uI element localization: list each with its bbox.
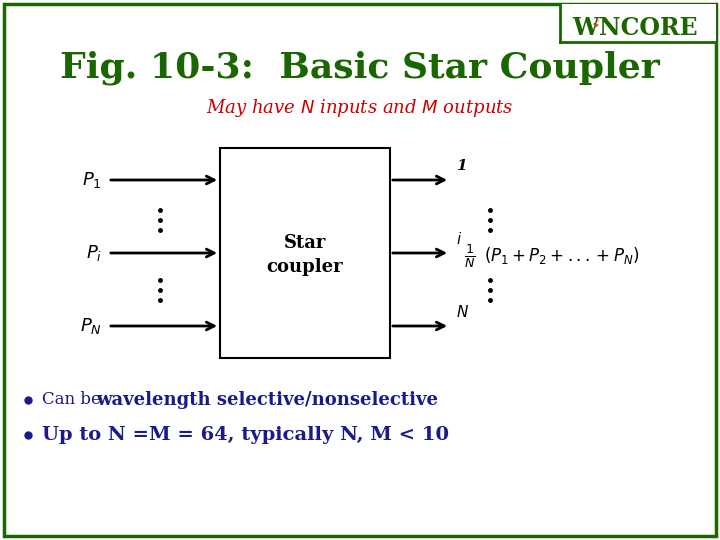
- Text: wavelength selective/nonselective: wavelength selective/nonselective: [96, 391, 438, 409]
- Text: $\frac{1}{N}$: $\frac{1}{N}$: [464, 242, 475, 270]
- Bar: [220, 148, 390, 358]
- Bar: [560, 4, 716, 42]
- Text: Up to N =M = 64, typically N, M < 10: Up to N =M = 64, typically N, M < 10: [42, 426, 449, 444]
- Text: $P_N$: $P_N$: [80, 316, 102, 336]
- Text: $P_i$: $P_i$: [86, 243, 102, 263]
- Text: ⚡: ⚡: [591, 19, 600, 33]
- Text: Star: Star: [284, 234, 326, 252]
- Text: W: W: [572, 16, 598, 40]
- Text: $i$: $i$: [456, 231, 462, 247]
- Text: $(P_1+P_2+...+P_N)$: $(P_1+P_2+...+P_N)$: [484, 246, 639, 267]
- Text: $P_1$: $P_1$: [82, 170, 102, 190]
- Text: 1: 1: [456, 159, 467, 173]
- Text: May have $N$ inputs and $M$ outputs: May have $N$ inputs and $M$ outputs: [206, 97, 514, 119]
- Text: $N$: $N$: [456, 304, 469, 320]
- Text: NCORE: NCORE: [599, 16, 698, 40]
- Text: Can be: Can be: [42, 392, 106, 408]
- Text: Fig. 10-3:  Basic Star Coupler: Fig. 10-3: Basic Star Coupler: [60, 51, 660, 85]
- Text: coupler: coupler: [266, 258, 343, 276]
